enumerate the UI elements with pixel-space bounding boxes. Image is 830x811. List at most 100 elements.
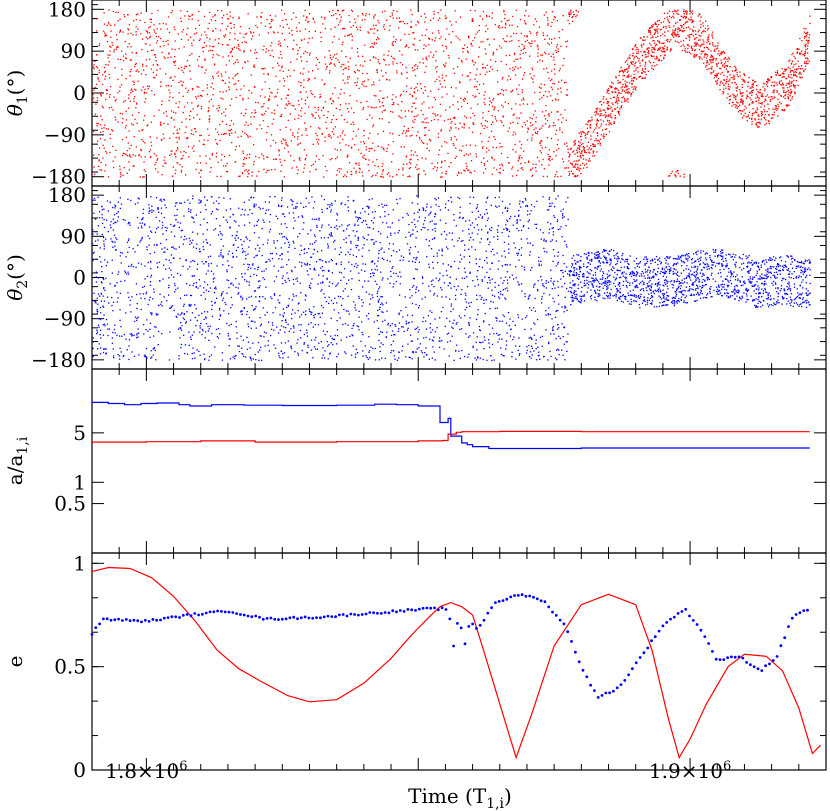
data-point <box>386 19 388 21</box>
data-point <box>300 82 302 84</box>
data-point <box>268 98 270 100</box>
data-point <box>351 146 353 148</box>
data-point <box>589 127 591 129</box>
data-point <box>382 75 384 77</box>
data-point <box>155 161 157 164</box>
data-point <box>315 57 317 59</box>
data-point <box>119 31 121 33</box>
data-point <box>380 271 382 273</box>
data-point <box>807 40 809 42</box>
data-point <box>305 129 307 131</box>
data-point <box>103 248 105 250</box>
data-point <box>470 172 472 174</box>
data-point <box>400 93 402 96</box>
data-point <box>285 141 287 144</box>
data-point <box>685 37 687 39</box>
data-point <box>759 102 762 104</box>
data-point <box>675 171 677 173</box>
data-point <box>416 168 418 171</box>
data-point <box>751 118 753 120</box>
data-point <box>134 118 136 121</box>
data-point <box>374 14 376 16</box>
data-point <box>261 106 263 108</box>
data-point <box>321 79 323 81</box>
data-point <box>707 36 710 38</box>
data-point <box>244 163 246 165</box>
data-point <box>703 62 705 64</box>
data-point <box>552 260 554 263</box>
data-point <box>756 124 758 126</box>
data-point <box>178 138 180 140</box>
data-point <box>482 146 484 148</box>
data-point <box>195 28 197 30</box>
data-point <box>566 145 568 147</box>
data-point <box>329 135 331 137</box>
data-point <box>466 75 468 77</box>
data-point <box>377 257 380 259</box>
data-point <box>358 217 361 219</box>
data-point <box>567 151 569 153</box>
data-point <box>192 133 194 136</box>
data-point <box>99 247 101 249</box>
data-point <box>333 63 335 65</box>
data-point <box>757 90 759 93</box>
data-point <box>424 173 427 176</box>
data-point <box>123 14 125 16</box>
data-point <box>196 233 199 235</box>
data-point <box>573 144 575 146</box>
data-point <box>710 71 712 74</box>
data-point <box>247 124 249 127</box>
data-point <box>620 70 622 72</box>
data-point <box>585 137 587 139</box>
data-point <box>203 139 205 141</box>
data-point <box>185 126 187 128</box>
data-point <box>350 123 352 125</box>
data-point <box>372 57 375 59</box>
data-point <box>626 88 629 90</box>
data-point <box>392 111 394 113</box>
data-point <box>238 145 241 147</box>
data-point <box>557 99 559 101</box>
data-point <box>674 174 676 176</box>
data-point <box>711 33 713 35</box>
data-point <box>300 91 302 93</box>
data-point <box>716 73 718 75</box>
data-point <box>341 43 343 46</box>
data-point <box>439 115 442 117</box>
data-point <box>606 89 608 91</box>
data-point <box>317 115 320 117</box>
data-point <box>322 155 324 157</box>
data-point <box>565 81 567 84</box>
data-point <box>418 216 420 218</box>
data-point <box>170 153 172 155</box>
data-point <box>577 144 580 147</box>
data-point <box>764 113 767 116</box>
data-point <box>386 150 388 153</box>
data-point <box>177 33 179 35</box>
data-point <box>191 53 193 55</box>
data-point <box>218 42 220 44</box>
data-point <box>351 138 354 140</box>
data-point <box>93 64 95 66</box>
data-point <box>487 28 489 30</box>
data-point <box>212 45 214 48</box>
data-point <box>359 29 361 31</box>
data-point <box>752 102 754 104</box>
data-point <box>658 19 661 21</box>
data-point <box>762 95 764 97</box>
data-point <box>323 83 325 86</box>
data-point <box>233 24 235 26</box>
data-point <box>795 75 797 77</box>
data-point <box>615 87 617 89</box>
data-point <box>711 54 713 56</box>
data-point <box>520 32 522 35</box>
data-point <box>740 101 742 103</box>
data-point <box>486 126 488 128</box>
data-point <box>248 296 250 298</box>
data-point <box>281 113 283 116</box>
data-point <box>642 59 644 61</box>
data-point <box>458 128 460 130</box>
data-point <box>335 57 337 59</box>
data-point <box>509 40 511 43</box>
data-point <box>107 57 109 59</box>
